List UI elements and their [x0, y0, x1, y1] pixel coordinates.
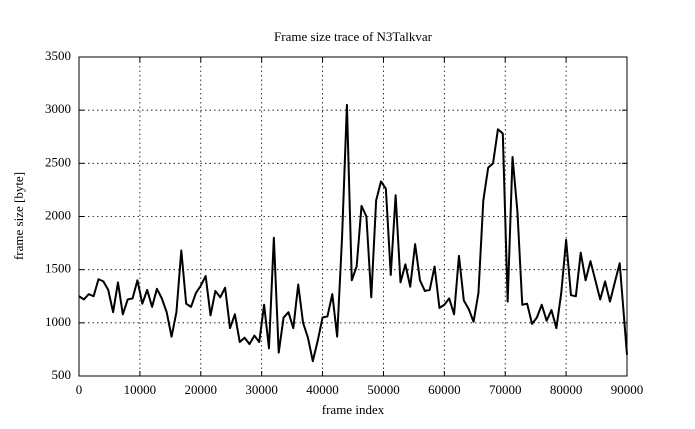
y-tick-label: 2000: [45, 207, 71, 222]
x-tick-label: 10000: [124, 382, 157, 397]
y-tick-label: 2500: [45, 154, 71, 169]
x-axis-label: frame index: [322, 402, 385, 417]
x-tick-label: 60000: [428, 382, 461, 397]
x-tick-label: 90000: [611, 382, 644, 397]
x-tick-label: 50000: [367, 382, 400, 397]
chart-title: Frame size trace of N3Talkvar: [274, 29, 433, 44]
x-tick-label: 40000: [306, 382, 339, 397]
x-tick-label: 70000: [489, 382, 522, 397]
y-tick-label: 1500: [45, 261, 71, 276]
y-tick-label: 3000: [45, 101, 71, 116]
y-tick-label: 3500: [45, 48, 71, 63]
y-tick-label: 500: [52, 367, 72, 382]
y-tick-label: 1000: [45, 314, 71, 329]
x-tick-label: 0: [76, 382, 83, 397]
plot-frame: [78, 56, 628, 377]
y-axis-label: frame size [byte]: [11, 172, 26, 260]
data-line: [78, 103, 628, 363]
x-tick-label: 20000: [185, 382, 218, 397]
x-tick-label: 80000: [550, 382, 583, 397]
x-tick-label: 30000: [245, 382, 278, 397]
